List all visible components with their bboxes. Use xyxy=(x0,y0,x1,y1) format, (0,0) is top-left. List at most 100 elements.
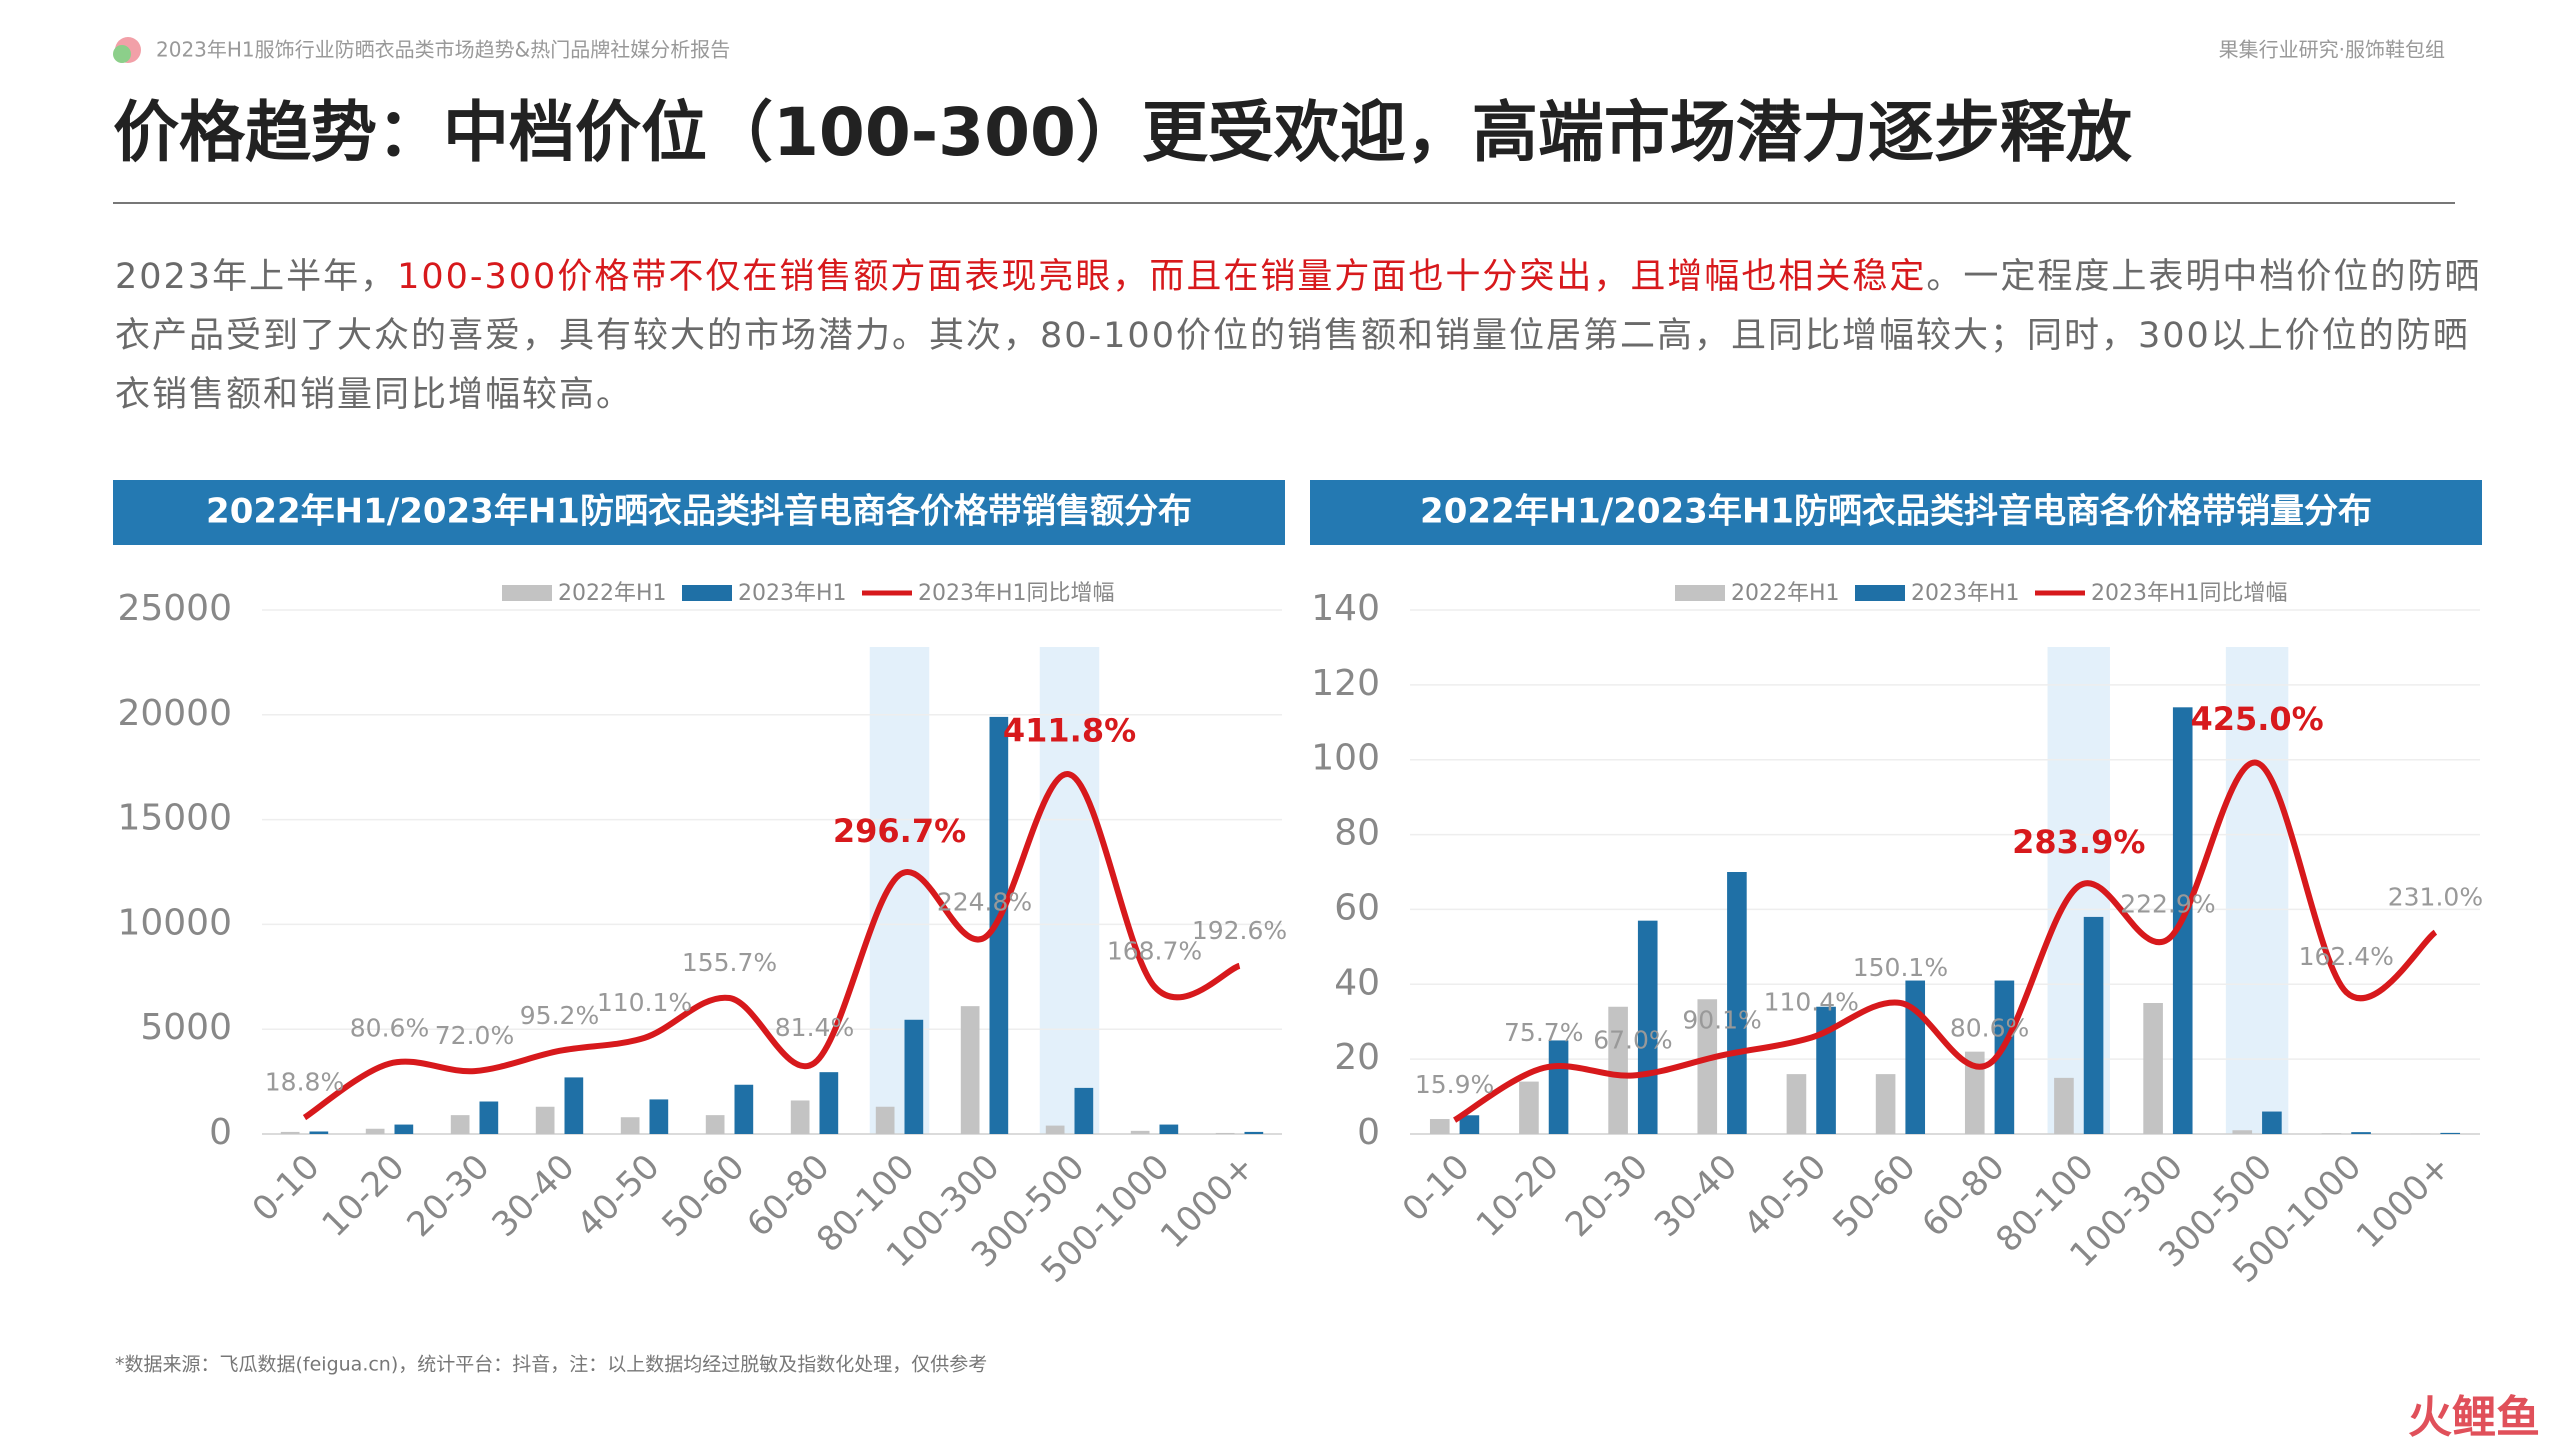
bar xyxy=(1159,1124,1179,1134)
data-label: 231.0% xyxy=(2388,882,2483,911)
bar xyxy=(1697,999,1718,1134)
growth-line xyxy=(1453,759,2438,1123)
org-name: 果集行业研究·服饰鞋包组 xyxy=(2219,38,2445,62)
watermark: 火鲤鱼 xyxy=(2408,1392,2540,1440)
bar xyxy=(1816,1006,1836,1134)
chart-title-bar xyxy=(113,480,1285,545)
chart-title: 2022年H1/2023年H1防晒衣品类抖音电商各价格带销售额分布 xyxy=(206,492,1192,532)
bar xyxy=(365,1128,385,1134)
bar xyxy=(734,1084,754,1134)
x-tick-label: 20-30 xyxy=(399,1147,497,1245)
legend-swatch xyxy=(502,585,552,601)
data-label: 110.1% xyxy=(597,988,692,1017)
x-tick-label: 30-40 xyxy=(484,1147,582,1245)
legend-swatch xyxy=(1855,585,1905,601)
data-label: 67.0% xyxy=(1593,1025,1672,1054)
y-tick-label: 140 xyxy=(1311,588,1380,629)
charts: 2022年H1/2023年H1防晒衣品类抖音电商各价格带销售额分布 0 5000 10… xyxy=(113,480,2483,1291)
bar xyxy=(1875,1074,1896,1134)
y-tick-label: 60 xyxy=(1334,887,1380,928)
bar xyxy=(2143,1003,2163,1134)
bar xyxy=(1964,1051,1985,1134)
bar xyxy=(904,1019,924,1134)
bar xyxy=(2054,1077,2074,1134)
x-tick-label: 0-10 xyxy=(1395,1147,1478,1230)
y-tick-label: 20 xyxy=(1334,1037,1380,1078)
legend-label: 2023年H1 xyxy=(738,581,847,606)
data-label: 425.0% xyxy=(2190,700,2323,738)
bar xyxy=(1608,1006,1628,1134)
legend-label: 2023年H1同比增幅 xyxy=(2091,581,2288,606)
chart-title: 2022年H1/2023年H1防晒衣品类抖音电商各价格带销量分布 xyxy=(1420,492,2372,532)
y-tick-label: 20000 xyxy=(117,693,232,734)
text: 2023年上半年， xyxy=(115,257,398,297)
y-tick-label: 100 xyxy=(1311,738,1380,779)
y-tick-label: 25000 xyxy=(117,588,232,629)
legend-label: 2022年H1 xyxy=(558,581,667,606)
bar xyxy=(394,1124,414,1134)
x-tick-label: 1000+ xyxy=(2349,1147,2459,1257)
data-label: 80.6% xyxy=(1950,1014,2029,1043)
data-label: 90.1% xyxy=(1682,1005,1761,1034)
data-label: 81.4% xyxy=(775,1013,854,1042)
bar xyxy=(2351,1132,2371,1134)
data-label: 222.9% xyxy=(2120,889,2215,918)
data-label: 224.8% xyxy=(937,888,1032,917)
y-tick-label: 0 xyxy=(1357,1112,1380,1153)
bar xyxy=(960,1006,980,1134)
data-label: 283.9% xyxy=(2012,823,2145,861)
x-tick-label: 40-50 xyxy=(569,1147,667,1245)
data-label: 80.6% xyxy=(350,1014,429,1043)
page-title: 价格趋势：中档价位（100-300）更受欢迎，高端市场潜力逐步释放 xyxy=(113,94,2132,171)
y-tick-label: 5000 xyxy=(140,1007,232,1048)
bar xyxy=(1786,1074,1807,1134)
data-label: 192.6% xyxy=(1192,916,1287,945)
chart-title-bar xyxy=(1310,480,2482,545)
data-label: 155.7% xyxy=(682,948,777,977)
highlight-text: 100-300价格带不仅在销售额方面表现亮眼，而且在销量方面也十分突出，且增幅也… xyxy=(397,257,1927,297)
bar xyxy=(1548,1040,1569,1134)
bar xyxy=(1074,1087,1094,1134)
bar xyxy=(2321,1133,2342,1134)
highlight-band xyxy=(2225,647,2289,1134)
x-tick-label: 50-60 xyxy=(654,1147,752,1245)
bar xyxy=(705,1115,725,1134)
x-tick-label: 10-20 xyxy=(314,1147,412,1245)
bar xyxy=(2262,1111,2282,1134)
y-tick-label: 0 xyxy=(209,1112,232,1153)
y-tick-label: 10000 xyxy=(117,902,232,943)
bar xyxy=(309,1131,329,1134)
bar xyxy=(1519,1081,1539,1134)
bar xyxy=(2083,916,2104,1134)
data-label: 150.1% xyxy=(1853,953,1948,982)
data-label: 162.4% xyxy=(2299,942,2394,971)
bar xyxy=(535,1106,555,1134)
bar xyxy=(2440,1132,2461,1134)
bar xyxy=(1727,872,1747,1134)
report-name: 2023年H1服饰行业防晒衣品类市场趋势&热门品牌社媒分析报告 xyxy=(156,38,730,62)
data-label: 168.7% xyxy=(1107,937,1202,966)
x-tick-label: 50-60 xyxy=(1825,1147,1923,1245)
bar xyxy=(1637,920,1658,1134)
data-label: 75.7% xyxy=(1504,1018,1583,1047)
highlight-band xyxy=(1039,647,1100,1134)
bar xyxy=(1905,980,1926,1134)
bar xyxy=(1459,1115,1480,1134)
text: 。一定程度上表明中档价位的防晒衣产品受到了大众的喜爱，具有较大的市场潜力。其次，… xyxy=(115,257,2482,415)
bar xyxy=(280,1131,300,1134)
bar xyxy=(564,1077,584,1134)
bar xyxy=(479,1101,499,1134)
legend-label: 2023年H1同比增幅 xyxy=(918,581,1115,606)
footnote: *数据来源：飞瓜数据(feigua.cn)，统计平台：抖音，注：以上数据均经过脱… xyxy=(115,1354,987,1376)
data-label: 18.8% xyxy=(265,1068,344,1097)
x-tick-label: 30-40 xyxy=(1647,1147,1745,1245)
bar xyxy=(1994,980,2015,1134)
x-tick-label: 20-30 xyxy=(1558,1147,1656,1245)
bar xyxy=(1130,1130,1150,1134)
bar xyxy=(989,716,1009,1134)
y-tick-label: 120 xyxy=(1311,663,1380,704)
bar xyxy=(450,1115,470,1134)
x-tick-label: 40-50 xyxy=(1736,1147,1834,1245)
legend-swatch xyxy=(1675,585,1725,601)
